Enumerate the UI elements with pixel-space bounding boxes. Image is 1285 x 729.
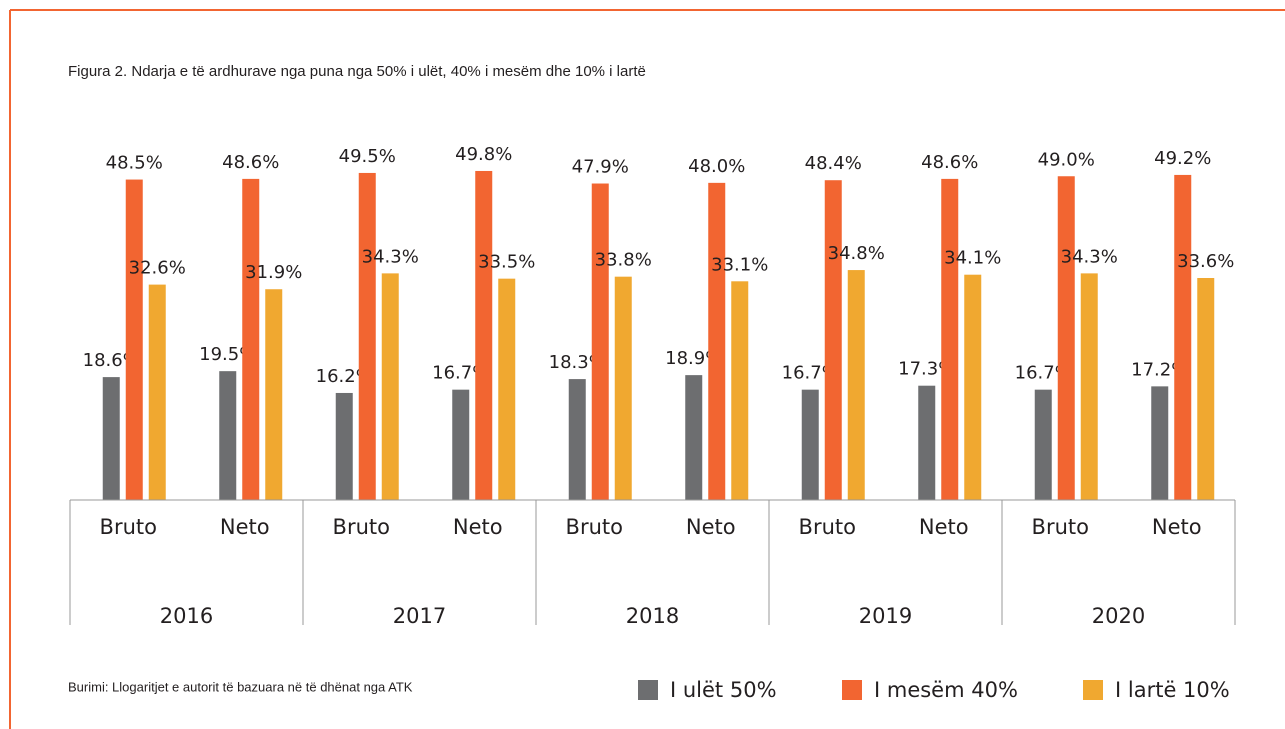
value-label: 16.7%	[1015, 363, 1072, 384]
value-label: 48.5%	[106, 153, 163, 174]
bar	[614, 276, 632, 500]
legend-swatch	[638, 680, 658, 700]
bar	[102, 377, 120, 500]
bar	[242, 178, 260, 500]
bar	[1197, 278, 1215, 500]
value-label: 47.9%	[572, 157, 629, 178]
group-label: 2016	[160, 604, 213, 628]
value-label: 48.6%	[222, 152, 279, 173]
x-tick-label: Bruto	[566, 515, 623, 539]
bar	[801, 389, 819, 500]
chart-title: Figura 2. Ndarja e të ardhurave nga puna…	[68, 63, 646, 80]
bar	[731, 281, 749, 500]
value-label: 31.9%	[245, 262, 302, 283]
value-label: 17.3%	[898, 359, 955, 380]
x-tick-label: Neto	[919, 515, 969, 539]
value-label: 34.8%	[828, 243, 885, 264]
legend-label: I lartë 10%	[1115, 678, 1230, 702]
group-label: 2017	[393, 604, 446, 628]
value-label: 34.3%	[1061, 246, 1118, 267]
value-label: 34.1%	[944, 248, 1001, 269]
bar	[708, 182, 726, 500]
x-tick-label: Bruto	[799, 515, 856, 539]
bar	[964, 274, 982, 500]
legend-label: I mesëm 40%	[874, 678, 1018, 702]
value-label: 18.6%	[83, 350, 140, 371]
bar	[125, 179, 143, 500]
bar	[475, 170, 493, 500]
x-tick-label: Neto	[686, 515, 736, 539]
bar	[568, 379, 586, 500]
bar	[1057, 176, 1075, 500]
value-label: 18.3%	[549, 352, 606, 373]
bar	[824, 180, 842, 500]
x-tick-label: Neto	[453, 515, 503, 539]
x-tick-label: Neto	[1152, 515, 1202, 539]
bar	[265, 289, 283, 500]
bar	[685, 375, 703, 500]
x-tick-label: Neto	[220, 515, 270, 539]
bar	[591, 183, 609, 500]
bar	[452, 389, 470, 500]
bar	[358, 172, 376, 501]
source: Burimi: Llogaritjet e autorit të bazuara…	[68, 679, 413, 694]
value-label: 18.9%	[665, 348, 722, 369]
value-label: 17.2%	[1131, 359, 1188, 380]
group-label: 2020	[1092, 604, 1145, 628]
value-label: 19.5%	[199, 344, 256, 365]
value-label: 48.4%	[805, 153, 862, 174]
bar	[219, 371, 237, 500]
value-label: 32.6%	[129, 258, 186, 279]
bar	[847, 270, 865, 500]
bar	[1080, 273, 1098, 500]
legend-swatch	[842, 680, 862, 700]
value-label: 48.6%	[921, 152, 978, 173]
bar	[918, 385, 936, 500]
value-label: 33.1%	[711, 254, 768, 275]
value-label: 33.8%	[595, 250, 652, 271]
value-label: 33.6%	[1177, 251, 1234, 272]
bar	[1174, 174, 1192, 500]
value-label: 49.5%	[339, 146, 396, 167]
group-label: 2018	[626, 604, 679, 628]
x-tick-label: Bruto	[100, 515, 157, 539]
value-label: 16.2%	[316, 366, 373, 387]
value-label: 16.7%	[782, 363, 839, 384]
bar	[335, 392, 353, 500]
bar	[941, 178, 959, 500]
bar	[1151, 386, 1169, 500]
value-label: 16.7%	[432, 363, 489, 384]
legend-label: I ulët 50%	[670, 678, 777, 702]
bar	[381, 273, 399, 500]
value-label: 49.2%	[1154, 148, 1211, 169]
value-label: 49.0%	[1038, 149, 1095, 170]
bar	[498, 278, 516, 500]
legend-swatch	[1083, 680, 1103, 700]
value-label: 49.8%	[455, 144, 512, 165]
value-label: 48.0%	[688, 156, 745, 177]
bar	[148, 284, 166, 500]
value-label: 34.3%	[362, 246, 419, 267]
group-label: 2019	[859, 604, 912, 628]
x-tick-label: Bruto	[1032, 515, 1089, 539]
x-tick-label: Bruto	[333, 515, 390, 539]
bar	[1034, 389, 1052, 500]
value-label: 33.5%	[478, 252, 535, 273]
